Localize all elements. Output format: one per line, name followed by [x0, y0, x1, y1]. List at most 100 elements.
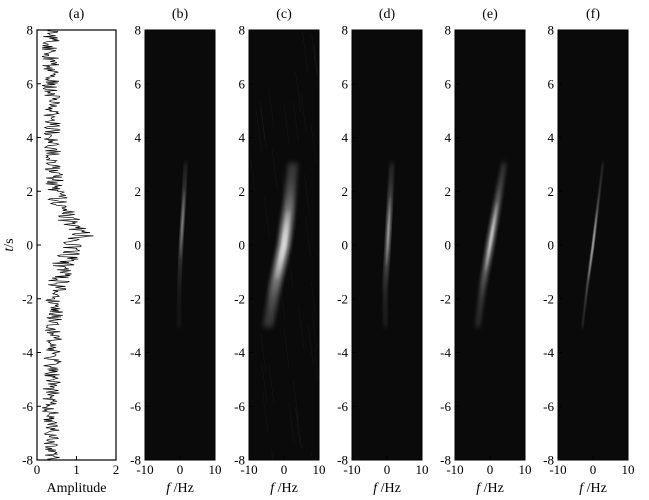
ridge-core	[285, 209, 292, 216]
ridge-blob	[602, 160, 604, 169]
speckle	[300, 92, 307, 134]
y-tick-label: 0	[548, 238, 555, 253]
y-tick-label: -8	[337, 453, 348, 468]
y-tick-label: 2	[27, 184, 34, 199]
y-tick-label: -4	[234, 345, 245, 360]
speckle	[260, 108, 267, 150]
panel-label: (c)	[276, 7, 292, 22]
x-tick-label: -10	[549, 462, 566, 477]
x-axis-label: f /Hz	[166, 481, 194, 496]
ridge-blob	[286, 160, 299, 169]
x-axis-unit: /Hz	[377, 481, 401, 496]
panel-label: (d)	[379, 7, 396, 22]
y-tick-label: 8	[342, 23, 349, 38]
speckle	[268, 362, 275, 404]
panel-c: (c) -8 -6 -4 -2 0 2 4 6 8 -10 0 10 f /Hz	[234, 7, 325, 496]
y-tick-label: -4	[337, 345, 348, 360]
speckle	[293, 101, 299, 142]
y-axis-symbol: t	[2, 247, 17, 252]
y-tick-label: 2	[548, 184, 555, 199]
x-tick-label: 10	[622, 462, 635, 477]
y-tick-label: -2	[130, 291, 141, 306]
speckle	[279, 280, 286, 321]
ridge-blob	[184, 160, 187, 169]
speckle	[260, 332, 267, 374]
panel-f: (f) -8 -6 -4 -2 0 2 4 6 8 -10 0 10 f /Hz	[543, 7, 634, 496]
y-tick-label: -8	[22, 453, 33, 468]
speckle	[271, 148, 278, 190]
x-axis-label: f /Hz	[373, 481, 401, 496]
speckle	[303, 174, 310, 215]
ridge-core	[183, 188, 185, 195]
y-tick-label: -4	[440, 345, 451, 360]
y-tick-label: 6	[342, 76, 349, 91]
speckle	[283, 103, 290, 145]
speckle	[283, 327, 290, 368]
x-tick-label: -10	[136, 462, 153, 477]
x-axis-label: f /Hz	[476, 481, 504, 496]
y-tick-label: 8	[445, 23, 452, 38]
y-tick-label: 2	[342, 184, 349, 199]
x-axis-symbol: f	[579, 481, 585, 496]
panel-a: (a) -8 -6 -4 -2 0 2 4 6 8 0 1 2 Amplitude t/s	[2, 7, 119, 496]
y-tick-label: -4	[22, 345, 33, 360]
y-tick-label: 2	[445, 184, 452, 199]
y-tick-label: 0	[27, 238, 34, 253]
speckle	[295, 71, 302, 113]
x-axis-symbol: f	[270, 481, 276, 496]
y-axis-label: t/s	[2, 238, 17, 251]
y-tick-label: 8	[27, 23, 34, 38]
x-tick-label: 1	[73, 462, 80, 477]
y-tick-label: -6	[130, 399, 141, 414]
x-tick-label: 0	[177, 462, 184, 477]
x-axis-unit: /Hz	[583, 481, 607, 496]
speckle	[268, 89, 275, 131]
speckle	[262, 392, 269, 433]
y-tick-label: -8	[130, 453, 141, 468]
speckle	[256, 110, 262, 152]
x-axis-label: f /Hz	[579, 481, 607, 496]
speckle	[267, 282, 274, 323]
x-tick-label: 0	[34, 462, 41, 477]
x-tick-label: -10	[343, 462, 360, 477]
speckle	[287, 247, 294, 289]
y-tick-label: -2	[543, 291, 554, 306]
amplitude-trace	[41, 29, 94, 461]
y-tick-label: -6	[337, 399, 348, 414]
speckle	[310, 281, 317, 322]
y-tick-label: 4	[342, 130, 349, 145]
y-tick-label: 6	[239, 76, 246, 91]
speckle	[294, 406, 301, 448]
speckle	[307, 325, 314, 366]
y-tick-label: 0	[342, 238, 349, 253]
ridge-core	[389, 196, 391, 203]
speckle	[261, 362, 268, 403]
x-tick-label: 10	[313, 462, 326, 477]
y-tick-label: 4	[548, 130, 555, 145]
y-tick-label: 8	[239, 23, 246, 38]
speckle	[310, 122, 317, 163]
speckle	[304, 216, 311, 257]
y-tick-label: 0	[239, 238, 246, 253]
x-axis-label: Amplitude	[47, 481, 107, 496]
y-axis-unit: /s	[2, 238, 17, 247]
y-tick-label: 0	[445, 238, 452, 253]
speckle	[290, 189, 297, 230]
x-tick-label: 0	[384, 462, 391, 477]
x-tick-label: 10	[416, 462, 429, 477]
speckle	[259, 99, 265, 140]
speckle	[311, 34, 318, 75]
y-tick-label: 2	[135, 184, 142, 199]
y-tick-label: 6	[445, 76, 452, 91]
panel-label: (e)	[482, 7, 498, 22]
ridge-layer	[474, 160, 507, 330]
speckle	[298, 307, 305, 349]
speckle	[313, 44, 319, 85]
y-tick-label: -2	[440, 291, 451, 306]
heatmap-background	[145, 30, 215, 460]
y-tick-label: -2	[337, 291, 348, 306]
y-tick-label: 8	[135, 23, 142, 38]
speckle	[296, 409, 302, 450]
y-tick-label: 4	[135, 130, 142, 145]
x-tick-label: 2	[113, 462, 120, 477]
